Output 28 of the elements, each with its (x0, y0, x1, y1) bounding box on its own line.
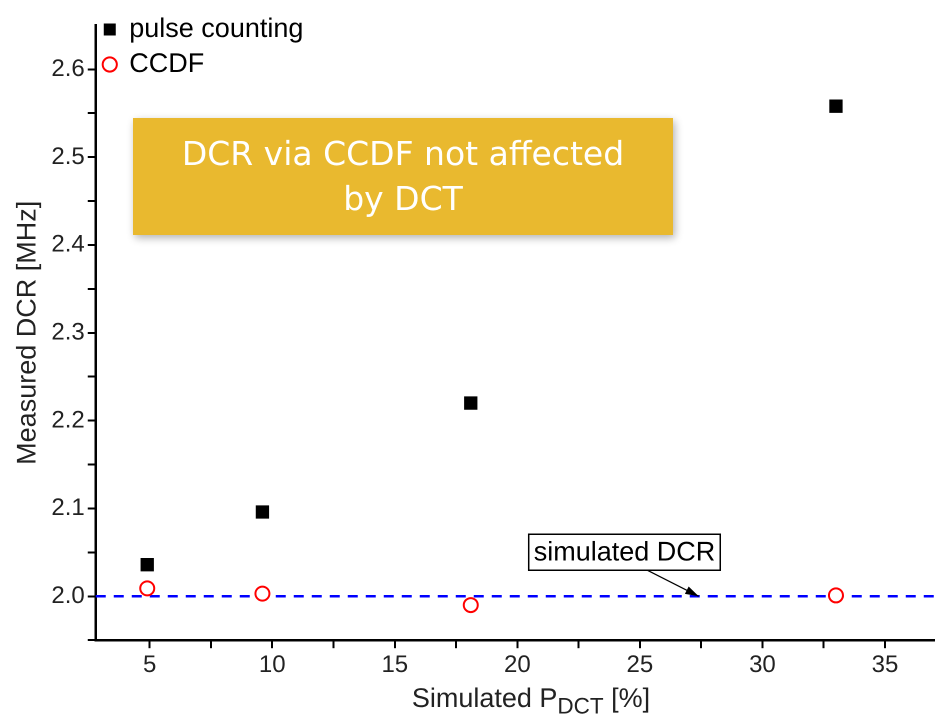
point (256, 505, 270, 519)
point (462, 597, 479, 614)
point (254, 586, 270, 602)
x-tick-label: 5 (143, 651, 156, 678)
point (464, 396, 478, 410)
y-tick-label: 2.0 (51, 582, 85, 609)
y-tick-label: 2.4 (51, 230, 85, 258)
point (139, 580, 156, 596)
y-tick-label: 2.1 (51, 494, 85, 522)
y-tick-label: 2.5 (51, 142, 85, 170)
x-axis-title: Simulated P$_{DCT}$ [%] (410, 683, 652, 720)
x-tick-label: 20 (504, 651, 531, 678)
x-tick-label: 25 (626, 651, 654, 678)
point (828, 587, 844, 604)
x-tick-label: 30 (749, 651, 776, 678)
annotation: simulated DCR (534, 536, 716, 567)
x-tick-label: 10 (258, 651, 286, 678)
x-tick-label: 35 (872, 651, 898, 678)
point (140, 558, 154, 572)
x-tick-label: 15 (381, 651, 408, 678)
y-tick-label: 2.2 (51, 406, 85, 434)
annotation: DCR via CCDF not affected by DCT (133, 118, 673, 236)
legend-label: CCDF (129, 48, 204, 78)
y-tick-label: 2.3 (51, 318, 85, 346)
legend-label: pulse counting (129, 12, 304, 43)
y-tick-label: 2.6 (51, 54, 85, 82)
y-axis-title: Measured DCR [MHz] (12, 200, 42, 465)
point (829, 100, 843, 113)
